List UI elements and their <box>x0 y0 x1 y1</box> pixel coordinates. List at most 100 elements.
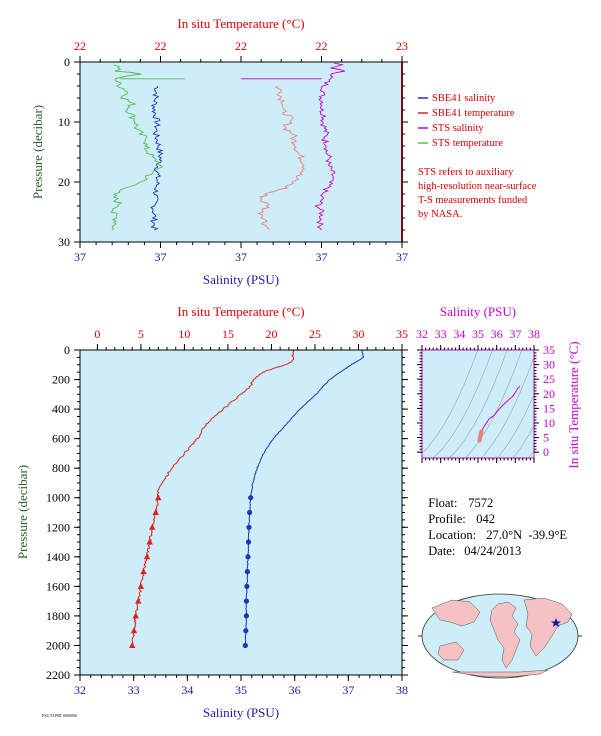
legend-item-sts-salinity: STS salinity <box>432 123 484 134</box>
bottom-salinity-marker <box>248 495 254 501</box>
bottom-salinity-marker <box>244 583 250 590</box>
profile-label: Profile: <box>428 512 466 526</box>
bottom-sal-tick-label: 34 <box>181 683 193 697</box>
sts-note-line-2: high-resolution near-surface <box>418 181 537 192</box>
bottom-sal-axis-title: Salinity (PSU) <box>203 705 279 720</box>
location-label: Location: <box>428 528 477 542</box>
top-series-sts-temperature <box>109 64 163 231</box>
bottom-sal-tick-label: 35 <box>235 683 247 697</box>
legend-item-sts-temperature: STS temperature <box>432 138 503 149</box>
ts-temp-tick-label: 0 <box>543 445 549 459</box>
top-sal-tick-label: 37 <box>396 250 408 264</box>
bottom-pressure-tick-label: 1400 <box>46 550 70 564</box>
ts-density-contour <box>432 350 493 458</box>
bottom-temp-tick-label: 0 <box>94 327 100 341</box>
top-pressure-axis-title: Pressure (decibar) <box>30 105 45 199</box>
ts-temp-tick-label: 10 <box>543 416 555 430</box>
bottom-temperature-marker <box>129 642 136 648</box>
top-temp-tick-label: 22 <box>74 39 86 53</box>
bottom-sal-tick-label: 33 <box>128 683 140 697</box>
top-temp-tick-label: 23 <box>396 39 408 53</box>
sts-note-line-4: by NASA. <box>418 209 462 220</box>
bottom-pressure-tick-label: 1800 <box>46 609 70 623</box>
top-pressure-tick-label: 30 <box>58 235 70 249</box>
top-series-sts-temperature-deep-copy- <box>257 85 306 231</box>
bottom-panel: 0 5 10 15 20 25 30 35 32 33 34 35 36 37 38 0 200 400 600 80… <box>15 304 408 720</box>
float-label: Float: <box>428 496 458 510</box>
top-pressure-tick-label: 10 <box>58 115 70 129</box>
ts-sal-tick-label: 32 <box>416 327 428 341</box>
ts-temp-tick-label: 25 <box>543 372 555 386</box>
top-sal-tick-label: 37 <box>74 250 86 264</box>
bottom-pressure-tick-label: 800 <box>52 461 70 475</box>
float-value: 7572 <box>468 496 494 510</box>
ts-sal-tick-label: 38 <box>528 327 540 341</box>
top-panel: 22 22 22 22 23 37 37 37 37 37 0 10 20 30 In situ Temp… <box>30 16 408 287</box>
bottom-temp-tick-label: 20 <box>265 327 277 341</box>
bottom-temp-axis-title: In situ Temperature (°C) <box>177 304 304 319</box>
footer-small-print: FSU FLPRT 0000000 <box>42 713 77 718</box>
bottom-salinity-marker <box>243 598 249 604</box>
bottom-pressure-tick-label: 600 <box>52 432 70 446</box>
ts-temp-tick-label: 5 <box>543 431 549 445</box>
ts-density-contour <box>480 356 534 458</box>
legend-item-sbe-temperature: SBE41 temperature <box>432 108 515 119</box>
bottom-series-group <box>129 349 365 649</box>
bottom-plot-area <box>80 350 402 675</box>
bottom-temperature-marker <box>143 553 151 560</box>
bottom-salinity-marker <box>245 554 251 560</box>
top-sal-tick-label: 37 <box>316 250 328 264</box>
bottom-salinity-marker <box>242 642 248 649</box>
ts-density-contour <box>422 350 478 454</box>
bottom-temp-tick-label: 15 <box>222 327 234 341</box>
bottom-pressure-tick-label: 0 <box>64 343 70 357</box>
float-info-profile: Profile: 042 <box>422 497 495 527</box>
ts-sal-axis-title: Salinity (PSU) <box>440 304 516 319</box>
bottom-pressure-tick-label: 2000 <box>46 638 70 652</box>
ts-sal-tick-label: 34 <box>453 327 465 341</box>
ts-density-contour <box>512 425 534 458</box>
top-plot-area <box>80 62 402 242</box>
ts-sal-tick-label: 37 <box>509 327 521 341</box>
bottom-pressure-tick-label: 200 <box>52 373 70 387</box>
bottom-temp-tick-label: 30 <box>352 327 364 341</box>
date-value: 04/24/2013 <box>464 544 522 558</box>
ts-temp-tick-label: 30 <box>543 358 555 372</box>
top-series-sbe41-salinity <box>149 85 164 231</box>
date-label: Date: <box>428 544 456 558</box>
bottom-temp-tick-label: 5 <box>138 327 144 341</box>
top-temp-tick-label: 22 <box>155 39 167 53</box>
bottom-salinity-marker <box>244 569 250 575</box>
ts-sal-tick-label: 35 <box>472 327 484 341</box>
float-info-date: Date: 04/24/2013 <box>422 529 521 559</box>
top-temp-axis-title: In situ Temperature (°C) <box>177 16 304 31</box>
bottom-salinity-marker <box>247 509 253 516</box>
ts-density-contour <box>448 350 508 458</box>
map-land-eurasia <box>523 597 573 657</box>
map-land-antarctica <box>451 669 549 678</box>
profile-value: 042 <box>476 512 495 526</box>
ts-sal-tick-label: 36 <box>491 327 503 341</box>
bottom-temperature-marker <box>149 523 156 530</box>
bottom-pressure-axis-title: Pressure (decibar) <box>15 465 30 559</box>
top-pressure-tick-label: 20 <box>58 175 70 189</box>
bottom-temperature-marker <box>135 597 142 604</box>
top-sal-tick-label: 37 <box>235 250 247 264</box>
ts-temp-tick-label: 15 <box>543 401 555 415</box>
bottom-sal-tick-label: 32 <box>74 683 86 697</box>
legend-item-sbe-salinity: SBE41 salinity <box>432 93 496 104</box>
bottom-salinity-marker <box>246 524 252 530</box>
legend: SBE41 salinity SBE41 temperature STS sal… <box>418 93 537 220</box>
float-location-star-icon <box>551 618 561 627</box>
ts-temp-tick-label: 20 <box>543 387 555 401</box>
bottom-salinity-marker <box>245 539 252 545</box>
map-land-australia <box>437 641 465 661</box>
bottom-temperature-marker <box>155 494 162 501</box>
ts-temp-tick-label: 35 <box>543 343 555 357</box>
location-value: 27.0°N -39.9°E <box>486 528 568 542</box>
bottom-pressure-tick-label: 1200 <box>46 520 70 534</box>
top-sal-axis-title: Salinity (PSU) <box>203 272 279 287</box>
bottom-pressure-tick-label: 400 <box>52 402 70 416</box>
